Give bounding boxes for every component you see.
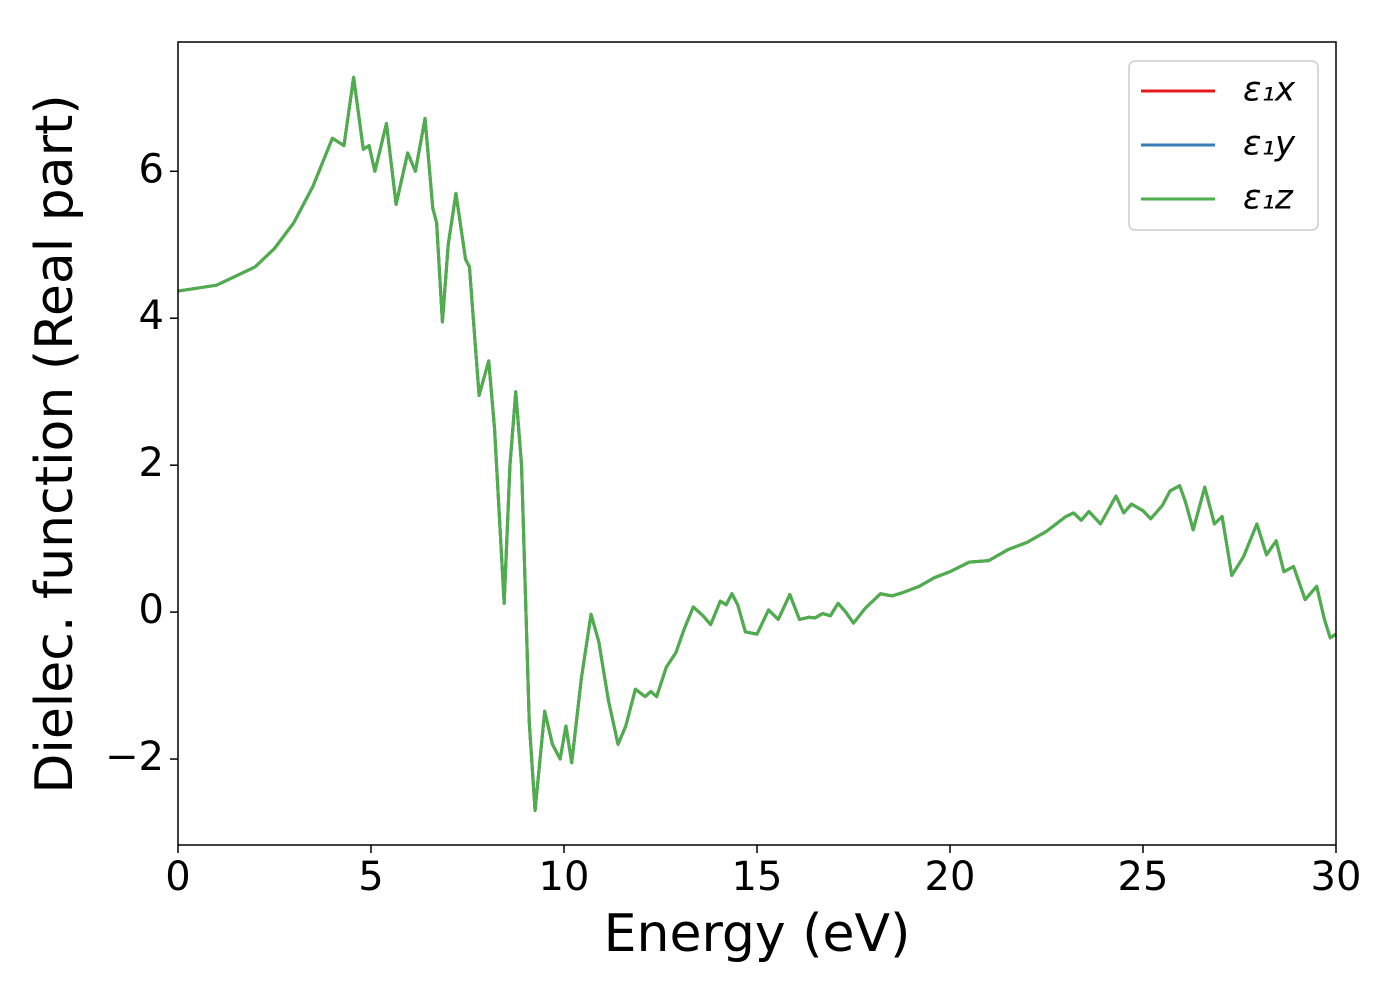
x-tick-label: 10 <box>539 854 590 900</box>
x-tick-label: 5 <box>358 854 383 900</box>
legend-label: ε₁z <box>1243 178 1294 218</box>
line-series <box>177 75 1337 812</box>
x-tick-label: 30 <box>1311 854 1362 900</box>
y-tick-label: −2 <box>105 734 164 780</box>
x-tick-label: 20 <box>925 854 976 900</box>
y-tick-label: 6 <box>139 146 164 192</box>
x-axis-label: Energy (eV) <box>604 904 911 964</box>
x-tick-label: 0 <box>165 854 190 900</box>
y-axis-label: Dielec. function (Real part) <box>25 94 85 793</box>
y-tick-label: 2 <box>139 440 164 486</box>
y-tick-label: 0 <box>139 587 164 633</box>
legend-label: ε₁x <box>1243 70 1296 110</box>
y-tick-label: 4 <box>139 293 164 339</box>
legend-label: ε₁y <box>1243 124 1296 164</box>
plot-frame <box>177 41 1337 846</box>
x-tick-label: 25 <box>1118 854 1169 900</box>
legend-box <box>1128 60 1319 231</box>
x-tick-label: 15 <box>732 854 783 900</box>
